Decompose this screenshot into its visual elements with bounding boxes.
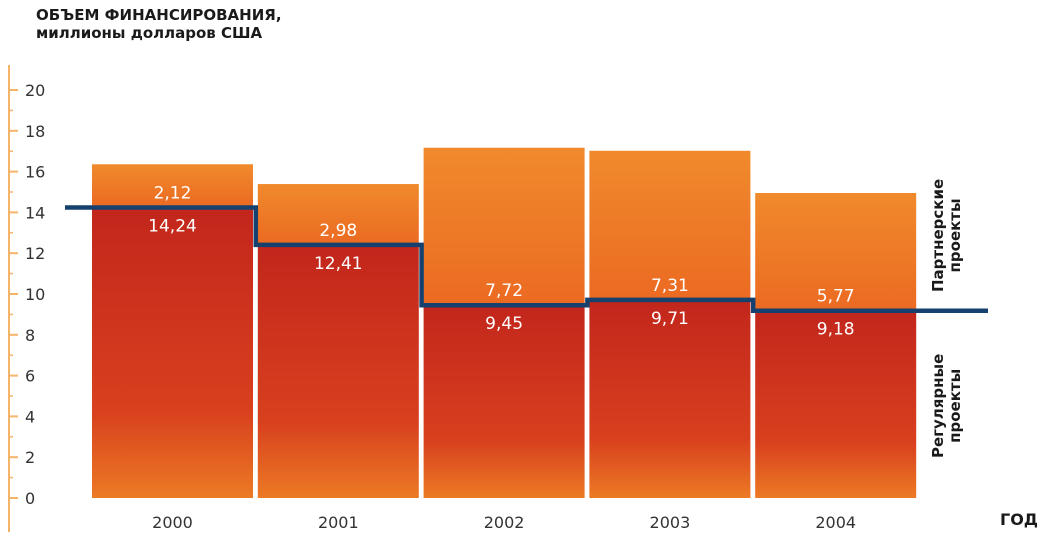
- regular-projects-step-line: [65, 205, 988, 313]
- data-label-regular-2004: 9,18: [817, 320, 855, 340]
- legend-regular-projects: Регулярные проекты: [929, 353, 964, 458]
- data-label-partner-2004: 5,77: [817, 287, 855, 307]
- x-tick-label-2004: 2004: [815, 513, 856, 532]
- y-axis-title-line-2: миллионы долларов США: [36, 24, 263, 42]
- x-tick-label-2001: 2001: [318, 513, 359, 532]
- bar-partner-2004: [755, 193, 917, 311]
- y-tick-label: 0: [25, 489, 35, 508]
- bar-regular-2002: [423, 305, 585, 498]
- bar-partner-2003: [589, 150, 751, 300]
- bar-partner-2001: [257, 184, 419, 245]
- data-label-partner-2000: 2,12: [154, 184, 192, 204]
- bar-partner-2000: [92, 164, 253, 208]
- bar-regular-2001: [257, 244, 419, 498]
- y-tick-label: 6: [25, 367, 35, 386]
- y-tick-label: 18: [25, 122, 45, 141]
- y-tick-label: 20: [25, 81, 45, 100]
- data-label-regular-2001: 12,41: [314, 254, 363, 274]
- y-tick-label: 4: [25, 407, 35, 426]
- y-tick-label: 14: [25, 203, 45, 222]
- y-tick-label: 12: [25, 244, 45, 263]
- data-label-partner-2002: 7,72: [485, 281, 523, 301]
- y-tick-label: 8: [25, 326, 35, 345]
- data-label-regular-2003: 9,71: [651, 309, 689, 329]
- data-label-regular-2000: 14,24: [148, 217, 197, 237]
- x-tick-label-2002: 2002: [484, 513, 525, 532]
- y-tick-label: 2: [25, 448, 35, 467]
- y-axis-title: ОБЪЕМ ФИНАНСИРОВАНИЯ, миллионы долларов …: [36, 6, 282, 42]
- bar-partner-2002: [423, 147, 585, 306]
- x-tick-label-2003: 2003: [650, 513, 691, 532]
- x-tick-label-2000: 2000: [152, 513, 193, 532]
- data-label-regular-2002: 9,45: [485, 314, 523, 334]
- bar-regular-2003: [589, 299, 751, 498]
- data-label-partner-2001: 2,98: [319, 221, 357, 241]
- bar-regular-2004: [755, 310, 917, 498]
- legend-regular-line-1: Регулярные: [929, 353, 947, 458]
- y-tick-label: 10: [25, 285, 45, 304]
- bar-regular-2000: [92, 207, 253, 498]
- data-label-partner-2003: 7,31: [651, 276, 689, 296]
- legend-partner-line-1: Партнерские: [929, 178, 947, 292]
- x-axis-title: ГОД: [1000, 510, 1039, 529]
- y-axis-title-line-1: ОБЪЕМ ФИНАНСИРОВАНИЯ,: [36, 6, 282, 24]
- legend-partner-line-2: проекты: [946, 198, 964, 273]
- y-tick-label: 16: [25, 163, 45, 182]
- legend-regular-line-2: проекты: [946, 368, 964, 443]
- legend-partner-projects: Партнерские проекты: [929, 178, 964, 292]
